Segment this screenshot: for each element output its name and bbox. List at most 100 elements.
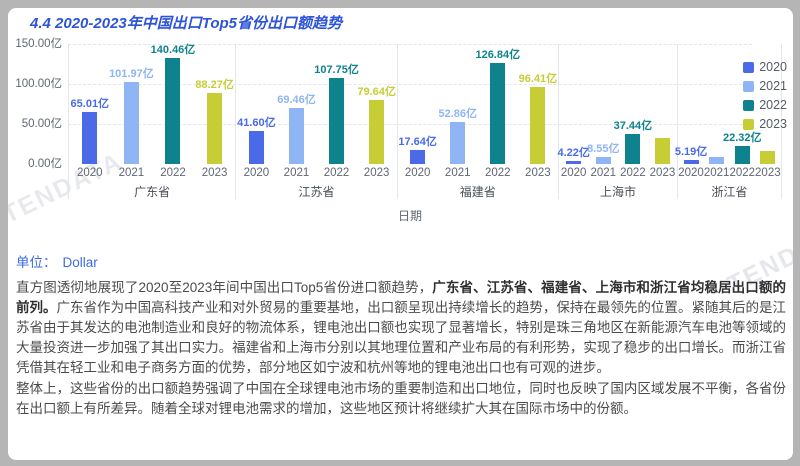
bar-slot: 52.86亿 (438, 44, 478, 164)
year-tick-label: 2021 (118, 167, 145, 179)
bar-2023-浙江省[interactable] (760, 150, 776, 164)
legend: 2020 2021 2022 2023 (743, 60, 787, 131)
legend-swatch (743, 99, 755, 111)
bar-slot: 4.22亿 (557, 44, 590, 164)
paragraph-2: 整体上，这些省份的出口额趋势强调了中国在全球锂电池市场的重要制造和出口地位，同时… (16, 379, 786, 419)
bar-slot: 65.01亿 (69, 44, 111, 164)
bar-2021-上海市[interactable] (595, 157, 611, 164)
bar-slot: 37.44亿 (614, 44, 652, 164)
bar-2022-广东省[interactable] (165, 58, 181, 164)
bar-slot: 69.46亿 (276, 44, 316, 164)
bar-2022-浙江省[interactable] (734, 146, 750, 164)
bar-slot (755, 44, 781, 164)
year-tick-row: 2020 2021 2022 2023 (559, 167, 677, 179)
category-label: 江苏省 (298, 185, 335, 199)
legend-item-2023[interactable]: 2023 (743, 117, 787, 131)
bar-value-label: 107.75亿 (314, 63, 359, 76)
category-group: 41.60亿 69.46亿 107.75亿 79.64亿 2020 2021 2022 202… (236, 44, 398, 199)
year-tick-label: 2021 (444, 167, 471, 179)
year-tick-label: 2021 (283, 167, 310, 179)
unit-label: 单位： (16, 255, 57, 270)
bars-row: 65.01亿 101.97亿 140.46亿 88.27亿 (69, 44, 235, 164)
bar-slot (704, 44, 730, 164)
bar-2020-江苏省[interactable] (248, 130, 264, 164)
category-group: 5.19亿 22.32亿 2020 2021 2022 2023 浙江省 (675, 44, 782, 199)
bar-chart: TENDATA TENDATA 150.00亿 100.00亿 50.00亿 0… (8, 36, 793, 299)
legend-item-2021[interactable]: 2021 (743, 79, 787, 93)
legend-swatch (743, 118, 755, 130)
year-tick-label: 2023 (755, 167, 781, 179)
bar-slot: 88.27亿 (194, 44, 236, 164)
bar-value-label: 88.27亿 (195, 79, 234, 92)
year-tick-label: 2020 (678, 167, 704, 179)
year-tick-label: 2022 (620, 167, 646, 179)
category-group: 4.22亿 8.55亿 37.44亿 2020 2021 2022 2023 上海市 (557, 44, 679, 199)
bar-value-label: 37.44亿 (613, 120, 653, 132)
bar-slot: 79.64亿 (357, 44, 397, 164)
bars-row: 5.19亿 22.32亿 (675, 44, 781, 164)
bar-2023-广东省[interactable] (207, 93, 223, 164)
bar-value-label: 79.64亿 (357, 86, 396, 99)
year-tick-label: 2023 (649, 167, 676, 179)
bar-slot (648, 44, 678, 164)
bar-slot: 8.55亿 (587, 44, 619, 164)
content-card: 4.4 2020-2023年中国出口Top5省份出口额趋势 TENDATA TE… (8, 8, 793, 460)
bar-value-label: 101.97亿 (109, 68, 154, 81)
analysis-text: 直方图透彻地展现了2020至2023年间中国出口Top5省份进口额趋势，广东省、… (16, 278, 786, 420)
bar-2021-江苏省[interactable] (288, 108, 304, 164)
bar-value-label: 65.01亿 (70, 98, 110, 110)
year-tick-row: 2020 2021 2022 2023 (236, 167, 396, 179)
bar-slot: 96.41亿 (518, 44, 558, 164)
plot-area: 65.01亿 101.97亿 140.46亿 88.27亿 2020 2021 2022 20… (68, 44, 782, 199)
bar-2021-浙江省[interactable] (709, 156, 725, 164)
unit-line: 单位： Dollar (16, 251, 98, 271)
bar-2020-浙江省[interactable] (683, 159, 699, 164)
bar-2022-福建省[interactable] (490, 62, 506, 164)
year-tick-label: 2021 (703, 167, 730, 179)
year-tick-label: 2020 (560, 167, 587, 179)
y-tick-label: 0.00亿 (28, 158, 62, 170)
y-tick-label: 150.00亿 (15, 38, 62, 50)
bar-value-label: 69.46亿 (277, 94, 316, 107)
year-tick-row: 2020 2021 2022 2023 (678, 167, 780, 179)
year-tick-label: 2022 (729, 167, 756, 179)
text-segment: 广东省作为中国高科技产业和对外贸易的重要基地，出口额呈现出持续增长的趋势，保持在… (16, 300, 787, 375)
year-tick-label: 2023 (363, 167, 390, 179)
bar-value-label: 126.84亿 (475, 48, 521, 61)
bar-2020-福建省[interactable] (410, 149, 426, 164)
legend-label: 2022 (759, 98, 787, 112)
bar-value-label: 22.32亿 (722, 132, 762, 145)
year-tick-row: 2020 2021 2022 2023 (398, 167, 558, 179)
legend-label: 2021 (759, 79, 787, 93)
y-tick-label: 50.00亿 (21, 118, 62, 130)
page-title: 4.4 2020-2023年中国出口Top5省份出口额趋势 (30, 15, 343, 32)
year-tick-row: 2020 2021 2022 2023 (69, 167, 235, 179)
bar-slot: 17.64亿 (398, 44, 438, 164)
year-tick-label: 2023 (525, 167, 551, 179)
legend-item-2020[interactable]: 2020 (743, 60, 787, 74)
bar-2023-福建省[interactable] (530, 86, 546, 164)
bar-slot: 101.97亿 (109, 44, 154, 164)
category-label: 上海市 (600, 185, 637, 199)
bar-value-label: 17.64亿 (398, 135, 437, 148)
paragraph-1: 直方图透彻地展现了2020至2023年间中国出口Top5省份进口额趋势，广东省、… (16, 278, 786, 378)
bar-2020-广东省[interactable] (82, 112, 98, 164)
legend-item-2022[interactable]: 2022 (743, 98, 787, 112)
bar-2022-江苏省[interactable] (329, 77, 345, 164)
bar-slot: 41.60亿 (236, 44, 276, 164)
bar-2023-江苏省[interactable] (369, 100, 385, 164)
bar-2021-广东省[interactable] (123, 82, 139, 164)
category-label: 广东省 (134, 185, 171, 199)
bar-2023-上海市[interactable] (654, 138, 670, 164)
bar-value-label: 4.22亿 (557, 146, 590, 159)
bars-row: 41.60亿 69.46亿 107.75亿 79.64亿 (236, 44, 396, 164)
bar-value-label: 140.46亿 (150, 44, 196, 56)
bar-2020-上海市[interactable] (566, 160, 582, 164)
bar-2022-上海市[interactable] (625, 134, 641, 164)
year-tick-label: 2022 (484, 167, 511, 179)
bar-2021-福建省[interactable] (450, 121, 466, 164)
bar-slot: 107.75亿 (314, 44, 359, 164)
category-label: 浙江省 (711, 185, 748, 199)
unit-value: Dollar (62, 255, 98, 270)
